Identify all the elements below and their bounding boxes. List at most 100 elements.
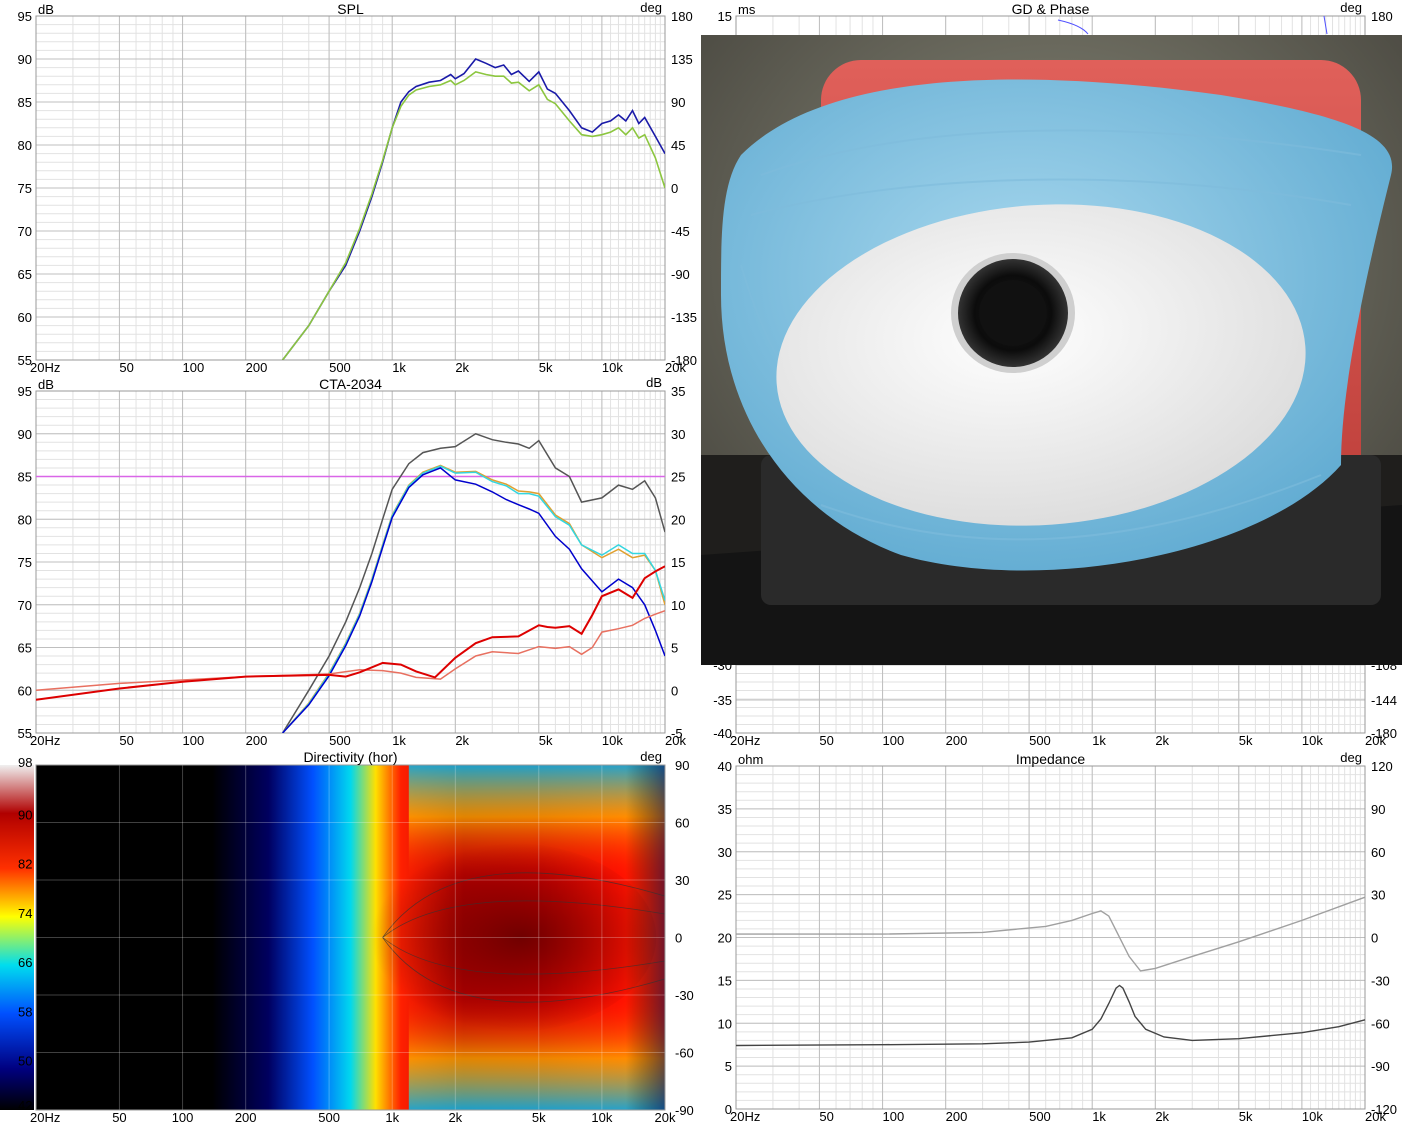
y-tick-label: 65 [18, 641, 32, 656]
x-tick-label: 2k [1155, 1109, 1169, 1124]
spl-traces [281, 58, 665, 360]
x-tick-label: 200 [235, 1110, 257, 1125]
y2-tick-label: -90 [675, 1103, 694, 1118]
y-tick-label: 5 [725, 1059, 732, 1074]
x-tick-label: 1k [1092, 1109, 1106, 1124]
y2-axis-unit: deg [1340, 750, 1362, 765]
y2-tick-label: 10 [671, 598, 685, 613]
plot-frame [35, 390, 666, 734]
x-tick-label: 100 [883, 1109, 905, 1124]
y2-tick-label: 60 [1371, 845, 1385, 860]
x-tick-label: 100 [172, 1110, 194, 1125]
y2-tick-label: -30 [1371, 973, 1390, 988]
colorbar-tick-label: 74 [18, 906, 32, 921]
x-tick-label: 1k [392, 360, 406, 375]
x-tick-label: 20Hz [30, 360, 60, 375]
cta-series-early_reflections [282, 465, 665, 733]
impedance-series-impedance_mag [735, 984, 1366, 1047]
y2-tick-label: -135 [671, 310, 697, 325]
plot-frame [735, 765, 1366, 1110]
x-tick-label: 10k [602, 733, 623, 748]
colorbar-tick-label: 42 [18, 1098, 32, 1113]
x-tick-label: 500 [329, 733, 351, 748]
y-tick-label: 15 [718, 973, 732, 988]
cta-series-listening_window [282, 464, 665, 733]
y2-tick-label: -30 [675, 988, 694, 1003]
chart-title: SPL [337, 1, 364, 17]
y-axis-unit: dB [38, 2, 54, 17]
y2-tick-label: 0 [671, 683, 678, 698]
x-tick-label: 1k [392, 733, 406, 748]
y-tick-label: 95 [18, 9, 32, 24]
colorbar-tick-label: 82 [18, 857, 32, 872]
y2-tick-label: 30 [1371, 888, 1385, 903]
x-tick-label: 500 [329, 360, 351, 375]
y2-tick-label: 25 [671, 470, 685, 485]
y2-tick-label: -45 [671, 224, 690, 239]
x-tick-label: 2k [455, 733, 469, 748]
y2-tick-label: 35 [671, 384, 685, 399]
x-tick-label: 2k [1155, 733, 1169, 748]
contour-line [382, 937, 665, 975]
x-tick-label: 500 [1029, 1109, 1051, 1124]
chart-title: CTA-2034 [319, 376, 382, 392]
cta-grid [35, 390, 666, 734]
y2-tick-label: 5 [671, 641, 678, 656]
colorbar-tick-label: 98 [18, 755, 32, 770]
x-tick-label: 20Hz [30, 1110, 60, 1125]
cta-series-er_di [36, 609, 665, 692]
y2-tick-label: 120 [1371, 759, 1393, 774]
x-tick-label: 5k [539, 360, 553, 375]
y-tick-label: 85 [18, 95, 32, 110]
y-tick-label: 60 [18, 310, 32, 325]
y2-tick-label: -120 [1371, 1102, 1397, 1117]
contour-line [382, 900, 665, 938]
y-tick-label: 80 [18, 138, 32, 153]
x-tick-label: 50 [119, 360, 133, 375]
x-tick-label: 200 [246, 733, 268, 748]
x-tick-label: 500 [318, 1110, 340, 1125]
heatmap-core [356, 842, 657, 1033]
y-tick-label: 70 [18, 598, 32, 613]
spl-series-spl_green [281, 71, 665, 360]
y-tick-label: 55 [18, 726, 32, 741]
y2-tick-label: 135 [671, 52, 693, 67]
x-tick-label: 200 [946, 1109, 968, 1124]
cta-series-sp_di [36, 565, 665, 701]
x-tick-label: 10k [591, 1110, 612, 1125]
x-tick-label: 20k [665, 360, 686, 375]
y2-tick-label: 0 [1371, 931, 1378, 946]
x-tick-label: 10k [1302, 733, 1323, 748]
y2-tick-label: 20 [671, 512, 685, 527]
colorbar-tick-label: 90 [18, 807, 32, 822]
y2-tick-label: 90 [1371, 802, 1385, 817]
colorbar [0, 765, 34, 1110]
x-tick-label: 5k [539, 733, 553, 748]
x-tick-label: 2k [448, 1110, 462, 1125]
y-tick-label: 20 [718, 931, 732, 946]
x-tick-label: 200 [946, 733, 968, 748]
heatmap-frame [35, 764, 666, 1111]
spl-series-spl_blue [281, 58, 665, 360]
y-tick-label: 70 [18, 224, 32, 239]
x-tick-label: 50 [119, 733, 133, 748]
contour-line [382, 937, 665, 1003]
x-tick-label: 5k [1239, 1109, 1253, 1124]
x-tick-label: 5k [1239, 733, 1253, 748]
y-tick-label: 75 [18, 555, 32, 570]
y-tick-label: 35 [718, 802, 732, 817]
y2-tick-label: 15 [671, 555, 685, 570]
y-tick-label: 25 [718, 888, 732, 903]
x-tick-label: 20k [1365, 733, 1386, 748]
gd-phase-trace-fragment [1323, 15, 1328, 35]
x-tick-label: 200 [246, 360, 268, 375]
impedance-grid [735, 765, 1366, 1110]
x-tick-label: 50 [819, 733, 833, 748]
y2-tick-label: 60 [675, 816, 689, 831]
x-tick-label: 1k [1092, 733, 1106, 748]
y2-tick-label: -90 [671, 267, 690, 282]
y2-tick-label: 30 [675, 873, 689, 888]
x-tick-label: 5k [532, 1110, 546, 1125]
chart-title: Directivity (hor) [303, 749, 397, 765]
